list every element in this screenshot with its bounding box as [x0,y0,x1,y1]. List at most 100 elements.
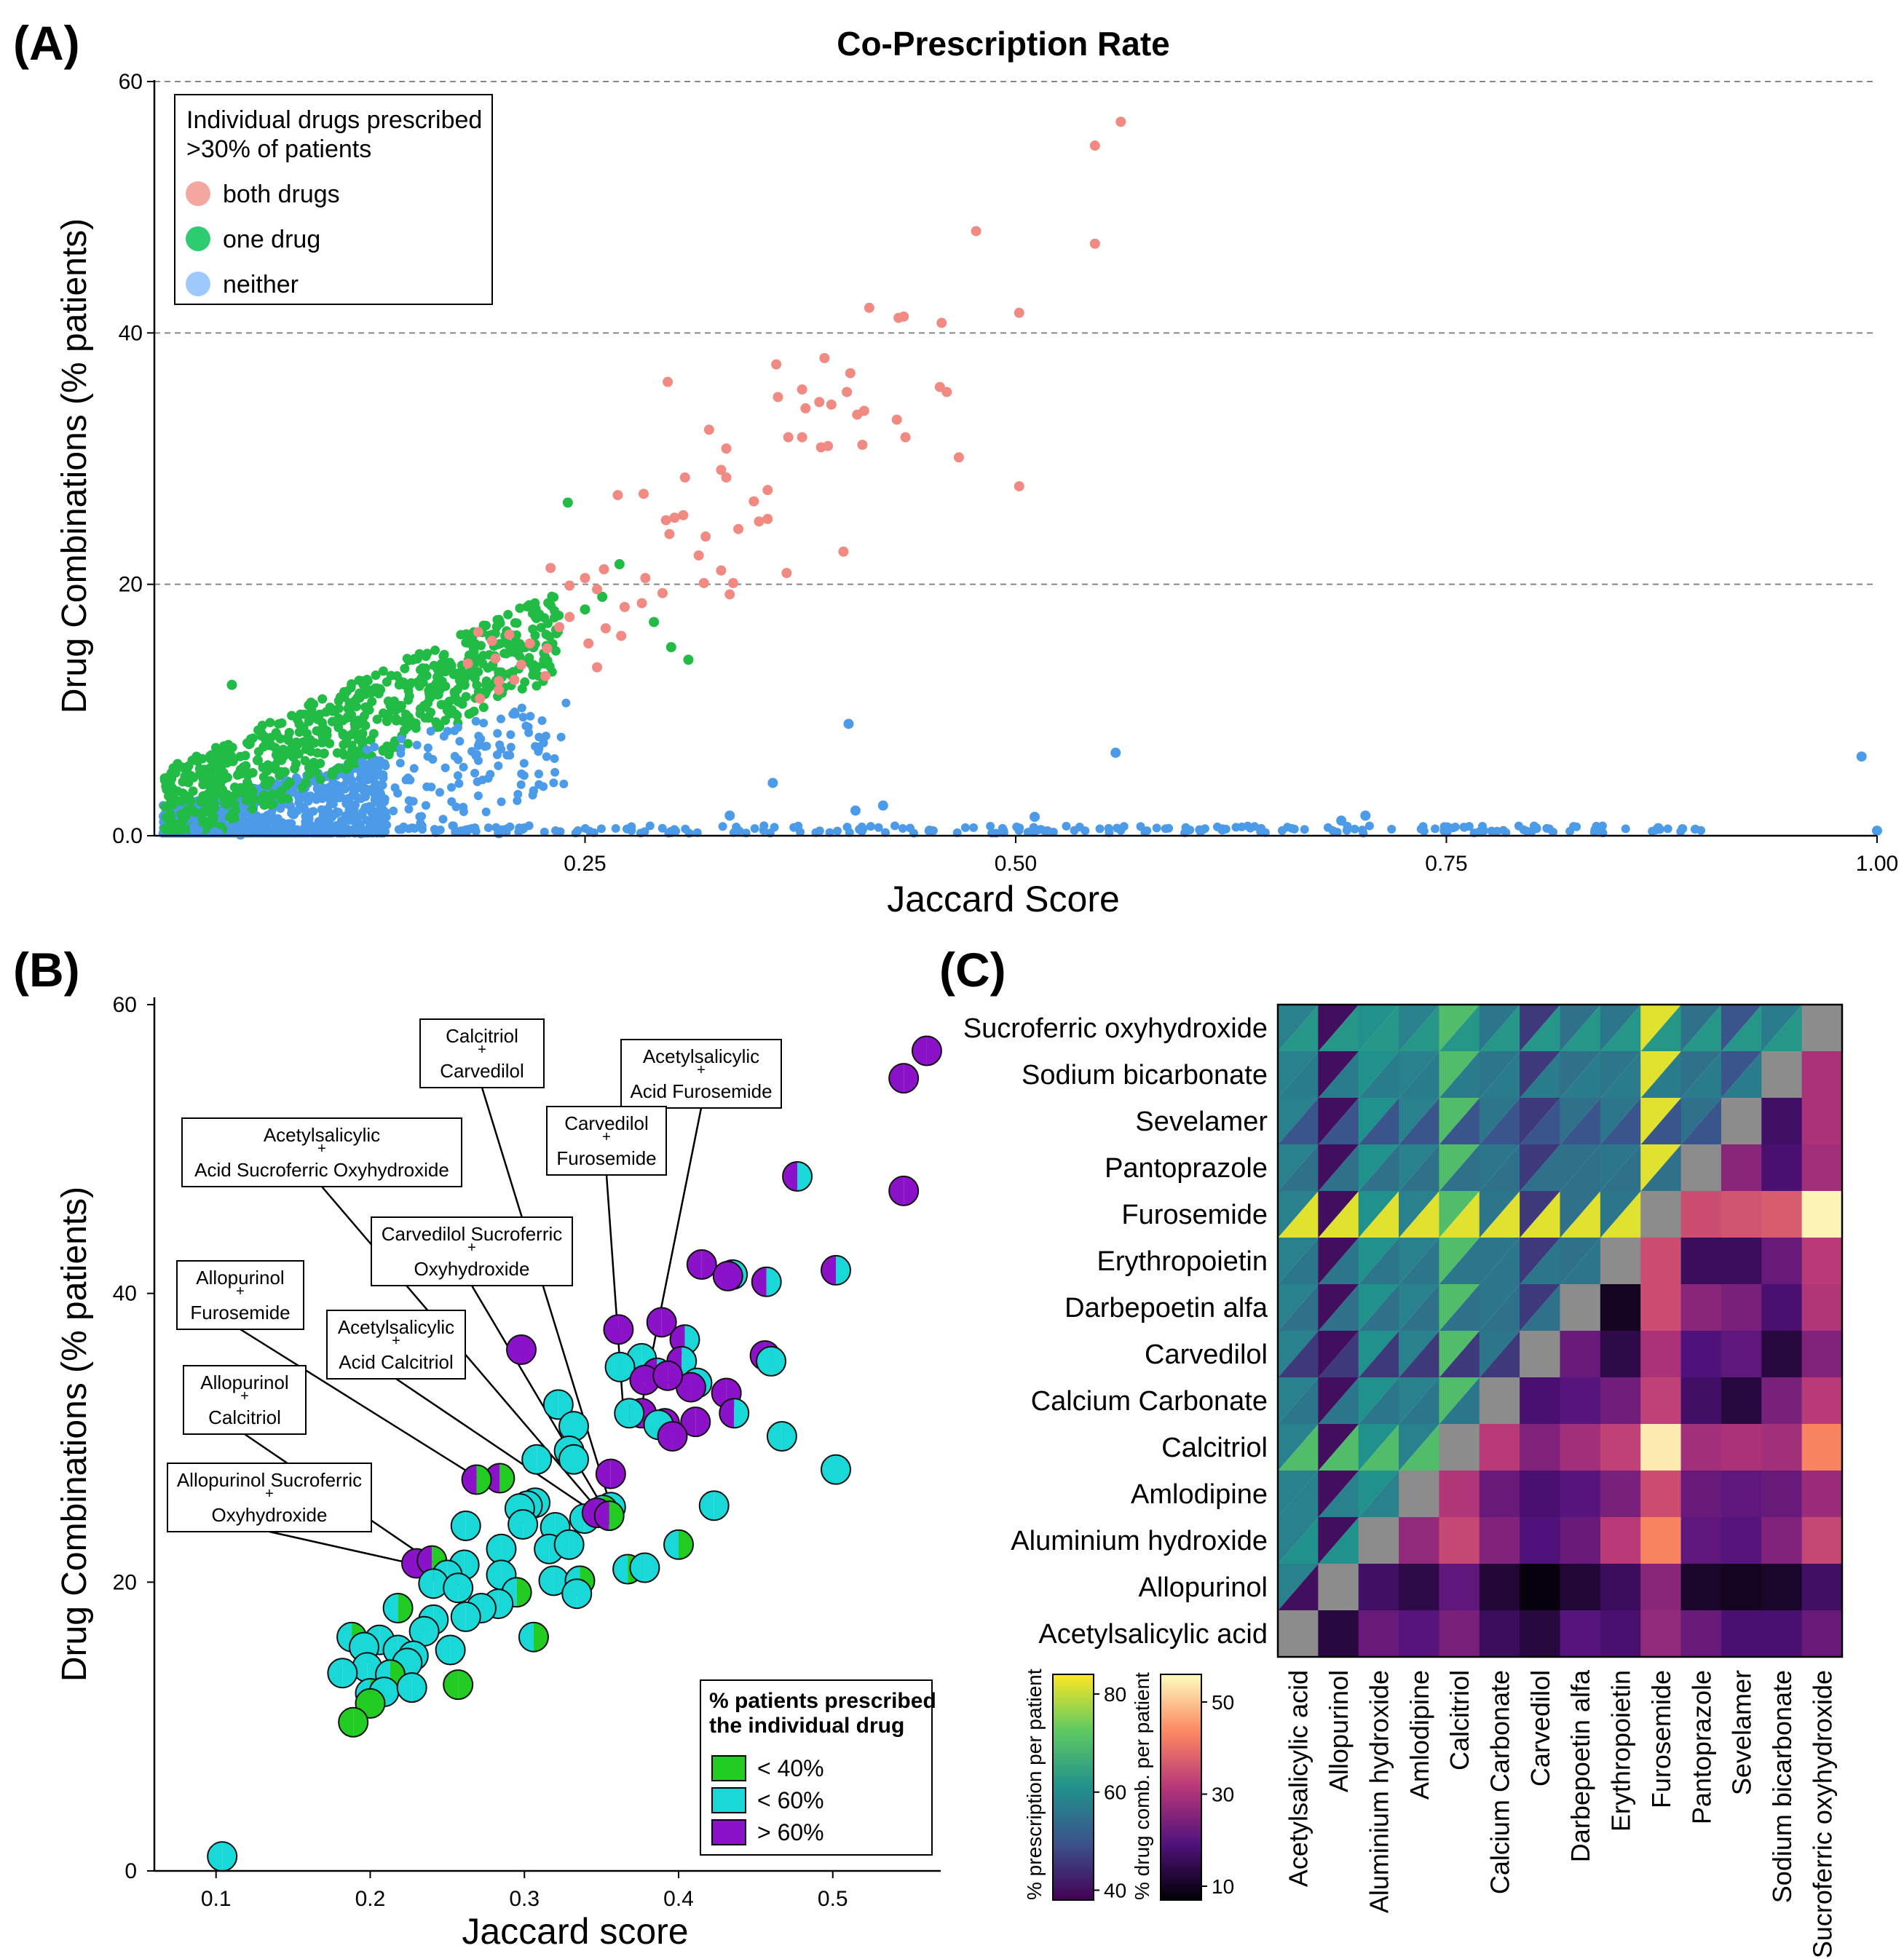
panel-b-point-half-right [926,1036,941,1066]
panel-c-cell-prescription [1560,1238,1601,1285]
panel-b-point-half-left [554,1529,569,1559]
panel-c-cell-prescription [1520,1098,1560,1145]
panel-a-point-neither [493,729,502,738]
panel-c-row-label: Aluminium hydroxide [1011,1526,1268,1556]
panel-b-point-half-left [559,1412,574,1441]
panel-c-cell-combination [1761,1144,1803,1192]
panel-a-point-both-drugs [721,443,732,454]
panel-a-point-neither [1450,823,1460,832]
panel-c-cell-prescription [1318,1424,1359,1471]
panel-b-point-half-right [701,1250,716,1279]
panel-c-colorbar-label: % drug comb. per patient [1131,1672,1153,1900]
panel-b-point-half-left [337,1622,352,1652]
panel-label-a: (A) [13,16,80,70]
panel-a-point-one-drug [317,737,327,748]
panel-a-point-neither [331,809,341,818]
panel-c-row-label: Sodium bicarbonate [1022,1060,1268,1091]
panel-a-point-one-drug [524,600,534,610]
panel-c-cell-prescription [1399,1144,1439,1192]
panel-c-cell-prescription [1600,1051,1641,1099]
panel-b-point-outline [518,1621,549,1653]
panel-b-annotation-text: + [392,1333,400,1349]
panel-c-cell-prescription [1318,1051,1359,1099]
panel-c-cell-prescription [1278,1424,1319,1471]
panel-a-point-neither [397,735,406,744]
panel-a-point-one-drug [271,750,281,760]
panel-c-cell-prescription [1479,1238,1520,1285]
panel-b-point-outline [603,1314,634,1345]
panel-a-point-both-drugs [762,485,773,496]
panel-b-point-half-left [208,1842,223,1872]
panel-a-point-neither [423,743,432,753]
panel-a-point-both-drugs [842,387,853,397]
panel-a-point-neither [339,822,348,831]
panel-a-point-both-drugs [554,622,565,633]
panel-a-point-one-drug [311,767,321,777]
panel-c-cell-prescription [1318,1471,1359,1518]
panel-a-point-neither [881,828,890,837]
panel-a-point-one-drug [461,692,471,702]
panel-a-point-both-drugs [971,226,981,237]
panel-c-cell-prescription [1479,1005,1520,1052]
panel-a-point-one-drug [517,684,527,694]
panel-a-point-neither [1119,822,1129,831]
panel-b-annotation-box [419,1018,545,1088]
panel-b-point-outline [593,1500,625,1532]
panel-b-annotation-box [167,1463,372,1532]
panel-c-cell-combination [1801,1191,1843,1238]
panel-b-point-half-left [539,1566,554,1596]
panel-b-point-half-right [904,1064,919,1093]
panel-b-point [756,1345,787,1377]
panel-c-cell-prescription [1560,1144,1601,1192]
panel-c-cell-prescription [1358,1144,1399,1192]
panel-b-point-half-left [644,1410,659,1440]
panel-b-point [408,1615,440,1647]
panel-b-annotation-box [620,1039,782,1109]
panel-a-point-one-drug [414,649,424,659]
panel-a-point-both-drugs [564,580,575,591]
panel-b-point-outline [506,1334,537,1366]
panel-a-legend-title: >30% of patients [186,135,371,163]
panel-b-point-half-left [767,1422,782,1452]
panel-a-point-one-drug [358,737,368,747]
panel-c-cell-prescription [1399,1284,1439,1331]
panel-b-annotation-text: Acid Calcitriol [339,1351,454,1373]
panel-c-cell-prescription [1479,1098,1520,1145]
panel-a-point-neither [890,821,900,831]
panel-b-annotation-leader [240,1328,481,1481]
panel-c-cell-combination [1640,1424,1682,1471]
panel-c-cell-prescription [1479,1144,1520,1192]
panel-a-x-tick-label: 0.50 [995,852,1037,876]
panel-c-cell-combination [1801,1610,1843,1658]
panel-c-cell-combination [1439,1471,1480,1518]
panel-c-cell-prescription [1479,1191,1520,1238]
panel-c-colorbar-tick-label: 30 [1212,1783,1234,1805]
panel-a-point-one-drug [392,671,402,681]
panel-c-cell-prescription [1278,1377,1319,1425]
panel-a-point-neither [317,826,326,836]
panel-a-point-both-drugs [679,472,690,483]
panel-a-point-both-drugs [636,598,647,609]
panel-a-point-one-drug [382,715,392,725]
panel-a-point-one-drug [277,718,287,728]
panel-b-annotation-text: + [265,1486,274,1502]
panel-b-point-outline [719,1398,750,1429]
panel-a-point-neither [291,772,301,782]
panel-c-cell-prescription [1560,1098,1601,1145]
panel-c-cell-prescription [1721,1051,1762,1099]
panel-a-point-one-drug [449,669,459,679]
panel-a-point-one-drug [265,718,275,728]
panel-c-cell-prescription [1560,1005,1601,1052]
panel-a-point-both-drugs [857,440,868,451]
panel-b-point [486,1533,517,1564]
panel-c-cell-combination [1600,1424,1641,1471]
panel-c-col-label: Amlodipine [1405,1670,1434,1800]
panel-b-point-half-right [523,1510,538,1539]
panel-a-point-neither [1498,826,1508,835]
panel-a-point-one-drug [367,697,377,707]
panel-c-cell-combination [1399,1610,1439,1658]
panel-a-point-one-drug [253,747,264,757]
panel-c-cell-combination [1761,1098,1803,1145]
panel-a-point-neither [300,823,309,832]
